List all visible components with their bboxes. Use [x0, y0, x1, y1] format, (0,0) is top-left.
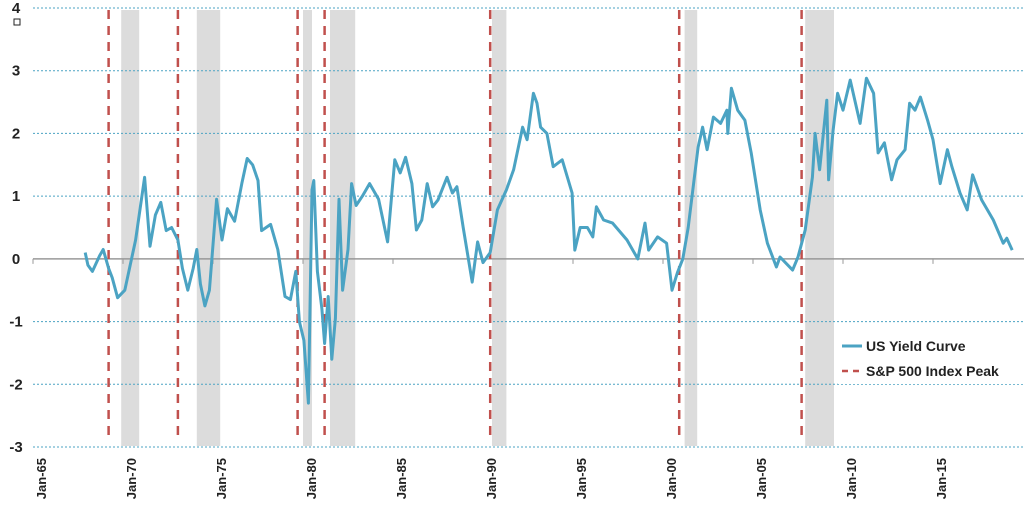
x-tick-label: Jan-95: [574, 458, 589, 499]
y-axis-ticks: -3 -2 -1 0 1 2 3 4: [9, 0, 22, 456]
recession-bands: [121, 10, 834, 446]
x-tick-label: Jan-00: [664, 458, 679, 499]
x-tick-label: Jan-75: [214, 458, 229, 499]
legend-label-yield-curve: US Yield Curve: [866, 338, 966, 354]
x-tick-label: Jan-80: [304, 458, 319, 499]
recession-band: [684, 10, 698, 446]
x-tick-label: Jan-85: [394, 458, 409, 499]
x-tick-label: Jan-10: [844, 458, 859, 499]
sp500-peak-lines: [107, 10, 803, 440]
y-tick-label: -1: [9, 314, 22, 331]
y-tick-label: 1: [12, 188, 20, 205]
recession-band: [196, 10, 221, 446]
artifact-square-icon: [13, 18, 21, 26]
legend-label-sp500-peak: S&P 500 Index Peak: [866, 363, 999, 379]
recession-band: [330, 10, 356, 446]
y-tick-label: -3: [9, 439, 22, 456]
legend: US Yield Curve S&P 500 Index Peak: [838, 332, 1024, 384]
recession-band: [303, 10, 312, 446]
x-tick-label: Jan-65: [34, 458, 49, 499]
series-line-us-yield-curve: [83, 76, 1014, 405]
gridlines: [33, 7, 1024, 448]
recession-band: [805, 10, 834, 446]
y-tick-label: 3: [12, 63, 20, 80]
recession-band: [121, 10, 140, 446]
y-tick-label: 2: [12, 125, 20, 142]
y-tick-label: 4: [12, 0, 21, 17]
x-tick-label: Jan-15: [934, 458, 949, 499]
x-axis-ticks: Jan-65 Jan-70 Jan-75 Jan-80 Jan-85 Jan-90 Jan-…: [32, 258, 949, 499]
recession-band: [492, 10, 507, 446]
x-tick-label: Jan-05: [754, 458, 769, 499]
x-tick-label: Jan-70: [124, 458, 139, 499]
y-tick-label: -2: [9, 376, 22, 393]
x-tick-label: Jan-90: [484, 458, 499, 499]
y-tick-label: 0: [12, 251, 20, 268]
